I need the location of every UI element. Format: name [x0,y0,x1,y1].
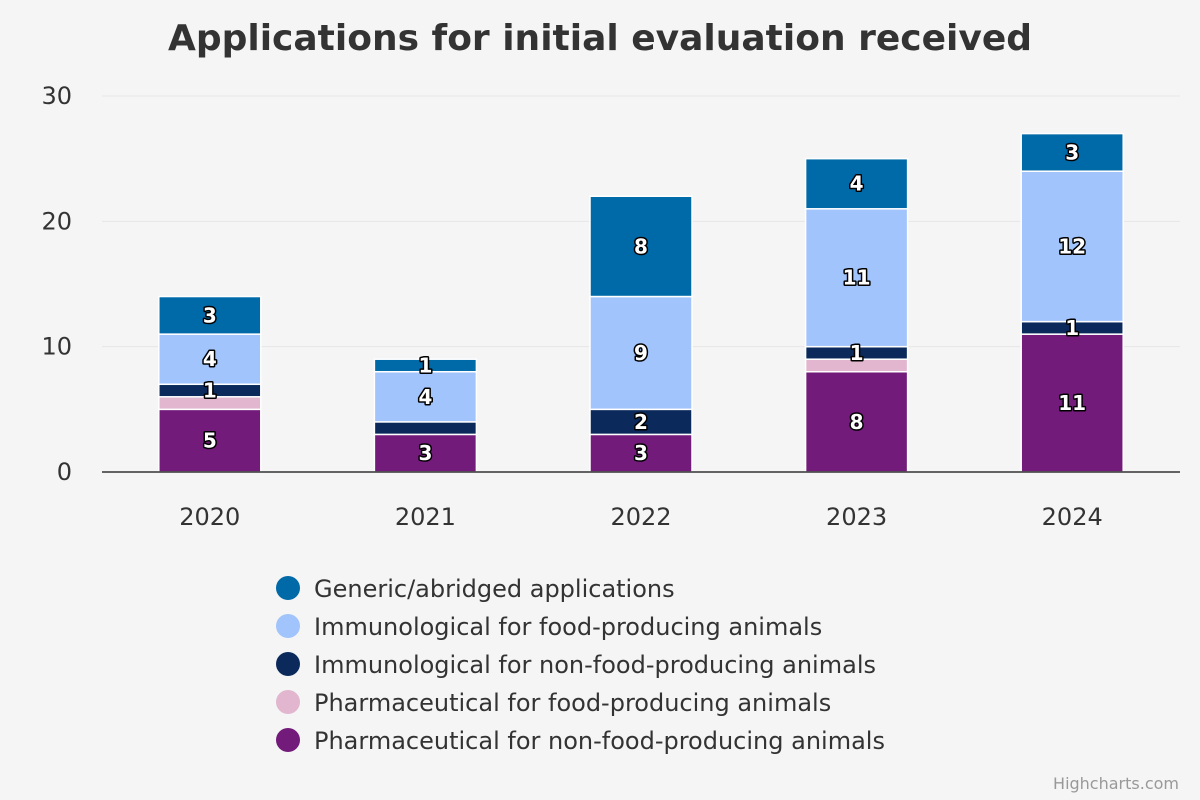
bar-segment[interactable] [373,370,478,423]
data-label: 3 [418,441,432,465]
legend-item[interactable]: Pharmaceutical for food-producing animal… [276,689,831,717]
bar-segment[interactable] [158,408,262,473]
data-label: 1 [1065,316,1079,340]
legend-label: Immunological for food-producing animals [314,613,822,641]
bar-segment[interactable] [1020,170,1124,323]
legend-item[interactable]: Immunological for non-food-producing ani… [276,651,876,679]
data-label: 4 [418,385,432,409]
data-label: 4 [203,347,217,371]
bar-segment[interactable] [373,421,478,436]
legend-item[interactable]: Immunological for food-producing animals [276,613,822,641]
x-tick-label: 2021 [395,503,456,531]
data-label: 3 [634,441,648,465]
x-tick-label: 2022 [610,503,671,531]
x-axis-tick-labels: 2020 2021 2022 2023 2024 [179,503,1102,531]
bar-segment[interactable] [804,157,909,210]
data-label: 9 [634,341,648,365]
y-tick-label: 10 [41,333,72,361]
bar-segment[interactable] [1020,132,1124,172]
bars-layer [158,132,1124,473]
legend-marker [276,728,300,752]
legend-item[interactable]: Pharmaceutical for non-food-producing an… [276,727,885,755]
data-label: 2 [634,410,648,434]
chart-title: Applications for initial evaluation rece… [168,18,1032,59]
data-label: 3 [203,303,217,327]
bar-segment[interactable] [589,408,693,436]
data-label: 5 [203,429,217,453]
bar-segment[interactable] [373,358,478,373]
data-label: 11 [843,266,871,290]
y-tick-label: 20 [41,207,72,235]
data-label: 8 [850,410,864,434]
y-tick-label: 30 [41,82,72,110]
bar-segment[interactable] [589,195,693,298]
x-tick-label: 2023 [826,503,887,531]
legend-marker [276,576,300,600]
legend-marker [276,652,300,676]
legend-label: Pharmaceutical for food-producing animal… [314,689,831,717]
data-label: 12 [1058,234,1086,258]
legend-item[interactable]: Generic/abridged applications [276,575,675,603]
y-tick-label: 0 [57,458,72,486]
legend-label: Immunological for non-food-producing ani… [314,651,876,679]
legend-marker [276,614,300,638]
data-label: 1 [203,379,217,403]
x-tick-label: 2020 [179,503,240,531]
data-label: 3 [1065,140,1079,164]
legend-label: Pharmaceutical for non-food-producing an… [314,727,885,755]
legend-marker [276,690,300,714]
credits-link[interactable]: Highcharts.com [1053,774,1179,793]
bar-segment[interactable] [158,333,262,386]
bar-segment[interactable] [589,433,693,473]
bar-segment[interactable] [804,208,909,348]
data-label: 8 [634,234,648,258]
x-tick-label: 2024 [1042,503,1103,531]
legend: Generic/abridged applications Immunologic… [276,575,885,755]
bar-segment[interactable] [589,295,693,411]
y-axis-tick-labels: 0 10 20 30 [41,82,72,486]
data-label: 1 [850,341,864,365]
legend-label: Generic/abridged applications [314,575,675,603]
data-label: 11 [1058,391,1086,415]
data-label: 1 [418,353,432,377]
data-label: 4 [850,172,864,196]
bar-segment[interactable] [158,295,262,335]
